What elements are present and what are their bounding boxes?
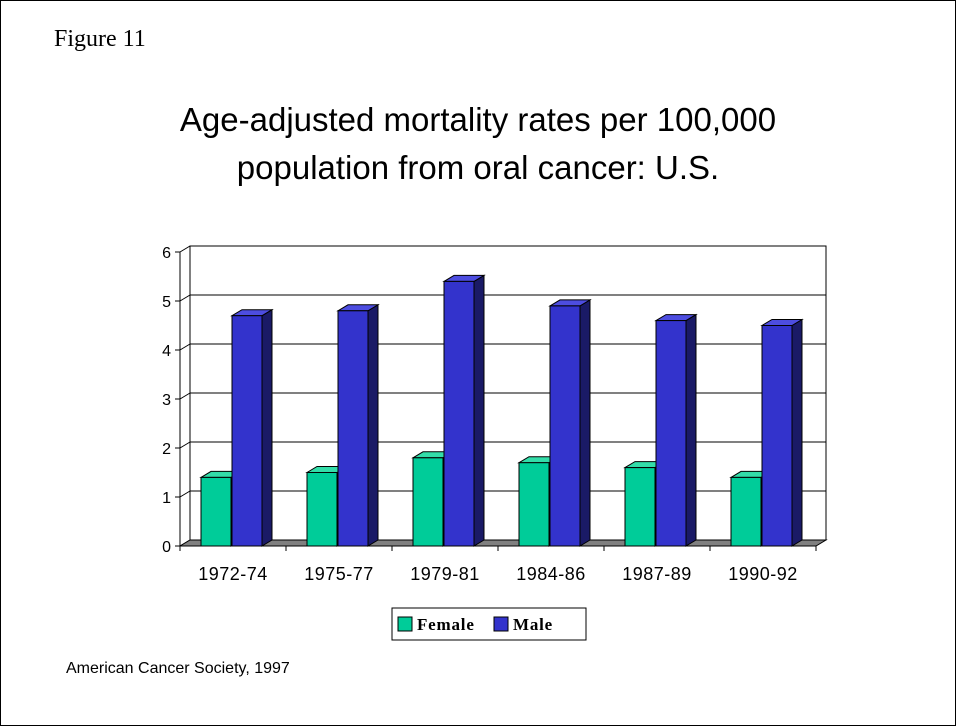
source-citation: American Cancer Society, 1997 [66, 660, 290, 677]
y-tick-label: 3 [162, 392, 171, 409]
x-tick-label: 1972-74 [198, 564, 268, 584]
y-tick-label: 4 [162, 343, 171, 360]
legend-swatch-female [397, 616, 413, 632]
male-bar [231, 315, 263, 547]
male-bar [761, 325, 793, 547]
y-tick-label: 5 [162, 294, 171, 311]
male-bar-side [791, 318, 803, 547]
male-bar [337, 310, 369, 547]
chart-title-line-1: Age-adjusted mortality rates per 100,000 [179, 101, 777, 138]
male-bar-side [685, 313, 697, 547]
female-bar [412, 457, 444, 547]
wall-edge [179, 343, 191, 351]
chart-title: Age-adjusted mortality rates per 100,000… [0, 96, 956, 192]
figure-label: Figure 11 [54, 26, 146, 52]
female-bar [624, 467, 656, 547]
wall-edge [179, 392, 191, 400]
male-bar [549, 305, 581, 547]
wall-edge [179, 490, 191, 498]
x-tick-label: 1990-92 [728, 564, 798, 584]
y-tick-label: 2 [162, 441, 171, 458]
legend-swatch-male [493, 616, 509, 632]
male-bar-side [261, 308, 273, 547]
male-bar-side [367, 303, 379, 547]
chart-legend: Female Male [391, 607, 587, 641]
x-tick-label: 1987-89 [622, 564, 692, 584]
female-bar [518, 462, 550, 547]
male-bar [443, 280, 475, 547]
legend-label-female: Female [417, 615, 475, 634]
chart-title-line-2: population from oral cancer: U.S. [236, 149, 720, 186]
y-tick-label: 1 [162, 490, 171, 507]
female-bar [730, 476, 762, 547]
chart-floor [178, 539, 828, 547]
y-tick-label: 6 [162, 245, 171, 262]
x-tick-label: 1979-81 [410, 564, 480, 584]
x-tick-label: 1984-86 [516, 564, 586, 584]
wall-edge [179, 245, 191, 253]
male-bar-side [473, 274, 485, 547]
legend-box [391, 607, 587, 641]
female-bar [200, 476, 232, 547]
wall-edge [179, 441, 191, 449]
y-tick-label: 0 [162, 539, 171, 556]
wall-edge [179, 294, 191, 302]
plot-area: 0 1 2 3 4 5 6 1972-74 1975-77 1979-81 1984-86 1987-… [162, 245, 828, 584]
legend-label-male: Male [513, 615, 553, 634]
male-bar [655, 320, 687, 547]
male-bar-side [579, 299, 591, 547]
x-tick-label: 1975-77 [304, 564, 374, 584]
female-bar [306, 472, 338, 547]
